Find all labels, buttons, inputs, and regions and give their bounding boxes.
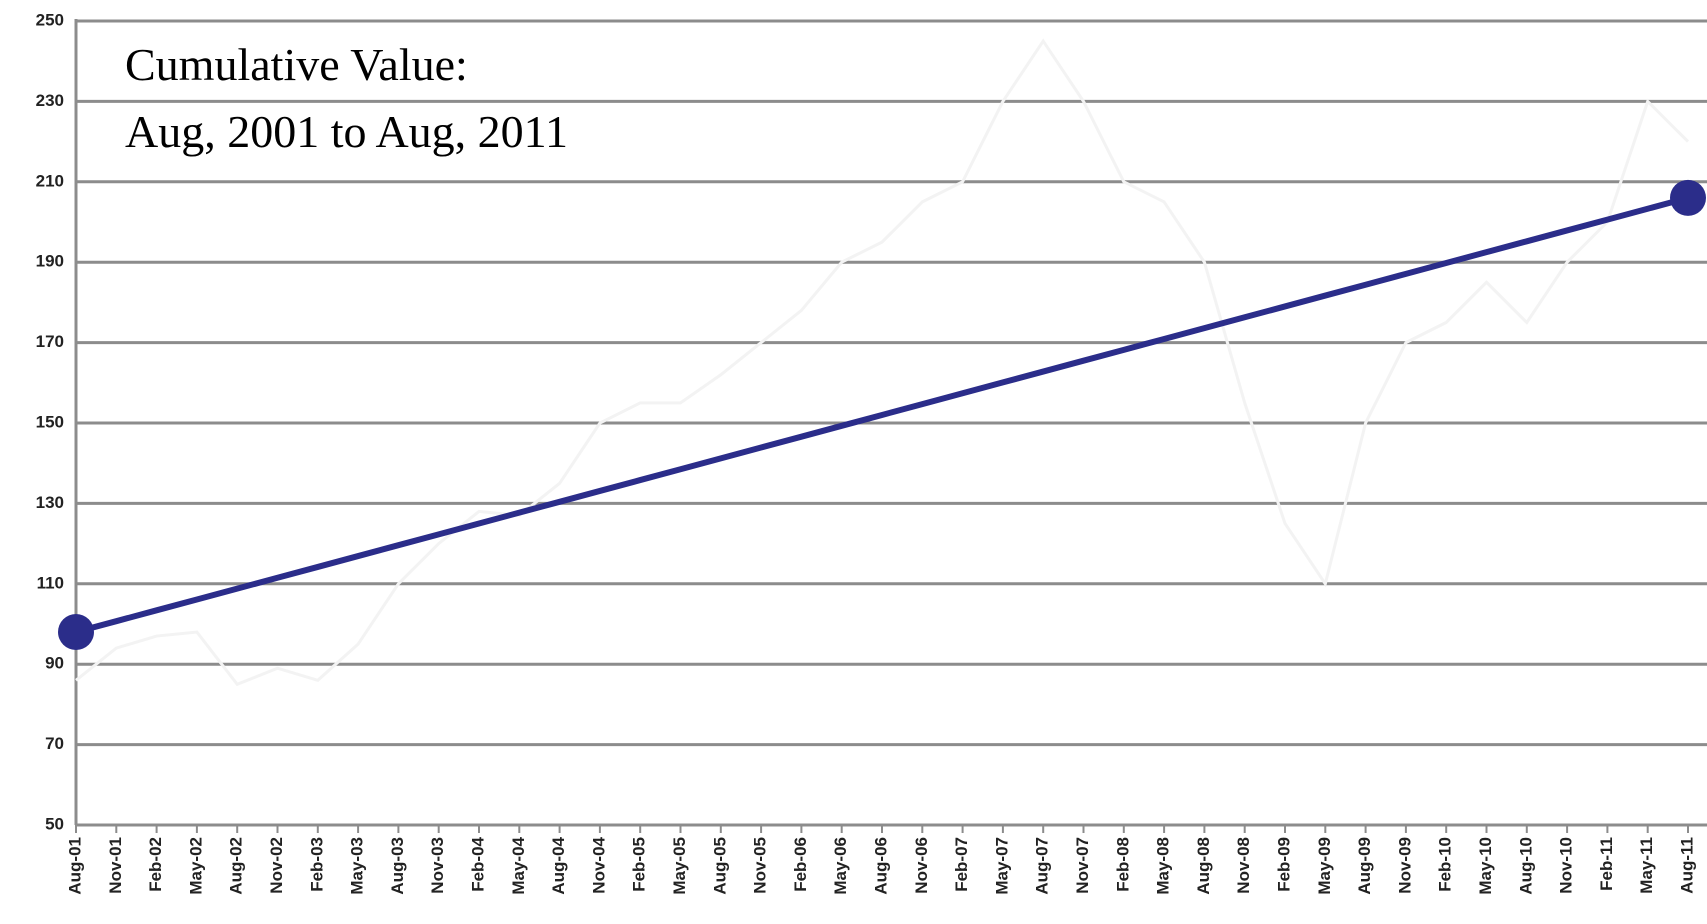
point-marker [1670, 179, 1706, 216]
y-tick-label: 110 [37, 573, 64, 592]
y-tick-label: 230 [36, 91, 64, 110]
x-tick-label: Aug-06 [871, 837, 890, 895]
x-tick-label: Aug-02 [227, 837, 246, 895]
y-tick-label: 150 [36, 412, 64, 431]
x-tick-label: May-04 [509, 836, 528, 894]
x-tick-label: Nov-05 [751, 837, 770, 894]
x-tick-label: Nov-07 [1073, 837, 1092, 894]
x-tick-label: May-11 [1637, 837, 1656, 894]
x-tick-label: May-02 [186, 837, 205, 895]
x-tick-label: May-06 [831, 837, 850, 895]
x-tick-label: May-03 [348, 837, 367, 895]
x-tick-label: Nov-08 [1234, 837, 1253, 894]
x-tick-label: May-05 [670, 837, 689, 895]
x-tick-label: Feb-02 [146, 837, 165, 892]
x-tick-label: Aug-05 [710, 837, 729, 895]
y-tick-label: 130 [36, 493, 64, 512]
y-tick-label: 190 [36, 252, 64, 271]
x-tick-label: Feb-07 [952, 837, 971, 892]
x-tick-label: Feb-10 [1436, 837, 1455, 892]
x-tick-label: May-10 [1476, 837, 1495, 895]
y-tick-label: 210 [36, 171, 64, 190]
x-tick-label: Feb-04 [468, 836, 487, 891]
x-tick-label: Nov-09 [1395, 837, 1414, 894]
x-tick-label: Feb-11 [1597, 837, 1616, 891]
x-tick-label: Feb-08 [1113, 837, 1132, 892]
x-tick-label: May-09 [1315, 837, 1334, 895]
x-tick-label: Nov-06 [912, 837, 931, 894]
y-tick-label: 250 [36, 10, 64, 29]
x-tick-label: Aug-09 [1355, 837, 1374, 895]
x-tick-label: Nov-01 [106, 837, 125, 894]
x-tick-label: Aug-08 [1194, 837, 1213, 895]
y-tick-label: 170 [36, 332, 64, 351]
point-marker [58, 614, 94, 651]
x-tick-label: Nov-10 [1557, 837, 1576, 894]
y-tick-label: 90 [45, 654, 64, 673]
y-tick-label: 50 [45, 814, 64, 833]
x-tick-label: May-08 [1154, 837, 1173, 895]
x-tick-label: Aug-01 [65, 837, 84, 895]
series-line [75, 194, 1689, 635]
x-tick-label: Feb-06 [791, 837, 810, 892]
x-tick-label: Feb-05 [630, 837, 649, 892]
x-tick-label: Aug-04 [549, 836, 568, 894]
series-line [75, 38, 1690, 687]
x-tick-label: Nov-02 [267, 837, 286, 894]
x-tick-label: Aug-11 [1677, 837, 1696, 894]
x-tick-label: Feb-03 [307, 837, 326, 892]
x-tick-label: Aug-03 [388, 837, 407, 895]
y-tick-label: 70 [45, 734, 64, 753]
x-tick-label: Nov-04 [589, 836, 608, 893]
chart-title: Cumulative Value: [125, 39, 468, 90]
chart-subtitle: Aug, 2001 to Aug, 2011 [125, 106, 568, 157]
x-tick-label: Feb-09 [1274, 837, 1293, 892]
x-tick-label: Nov-03 [428, 837, 447, 894]
x-tick-label: May-07 [992, 837, 1011, 895]
x-tick-label: Aug-10 [1516, 837, 1535, 895]
x-tick-label: Aug-07 [1033, 837, 1052, 895]
